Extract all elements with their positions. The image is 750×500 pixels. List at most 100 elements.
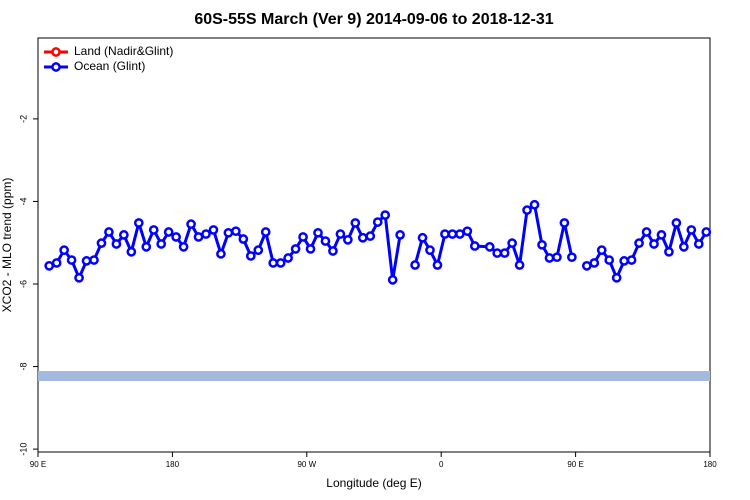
data-point [656, 230, 667, 240]
x-tick-label: 90 E [30, 460, 46, 469]
data-point [305, 244, 316, 254]
data-point [693, 239, 704, 249]
data-point [208, 225, 219, 235]
data-point [432, 260, 443, 270]
x-tick-label: 0 [439, 460, 444, 469]
data-point [537, 239, 547, 250]
data-point [469, 241, 480, 251]
data-point [298, 232, 308, 242]
data-point [492, 248, 503, 258]
y-axis-label: XCO2 - MLO trend (ppm) [0, 178, 14, 313]
data-point [425, 245, 435, 256]
data-point [589, 258, 600, 268]
data-point [335, 229, 346, 239]
legend-marker [51, 62, 61, 72]
data-point [567, 252, 577, 263]
data-point [186, 219, 196, 230]
data-point [484, 242, 495, 252]
data-point [171, 232, 181, 242]
chart-title: 60S-55S March (Ver 9) 2014-09-06 to 2018… [194, 11, 553, 28]
data-point [552, 252, 562, 263]
data-point [320, 236, 331, 246]
data-point [260, 227, 271, 237]
data-point [544, 253, 555, 263]
data-point [679, 242, 689, 252]
data-point [380, 210, 391, 220]
data-point [74, 272, 84, 283]
data-point [231, 226, 241, 237]
data-point [410, 260, 420, 270]
data-point [649, 239, 659, 249]
data-point [686, 225, 697, 235]
data-point [44, 260, 55, 271]
data-point [59, 245, 69, 256]
data-point [89, 255, 99, 265]
data-point [104, 227, 114, 237]
data-point [462, 226, 473, 237]
data-point [522, 205, 532, 215]
data-point [701, 227, 712, 237]
data-point [365, 231, 376, 241]
data-point [395, 230, 405, 240]
data-point [148, 225, 159, 235]
y-tick-label: -8 [18, 363, 28, 371]
data-point [357, 232, 368, 243]
data-point [51, 258, 62, 268]
data-point [664, 246, 674, 257]
data-point [641, 227, 652, 237]
data-point [126, 246, 137, 257]
data-point [350, 218, 361, 228]
data-point [559, 218, 570, 228]
data-point [313, 227, 323, 238]
data-point [253, 245, 264, 256]
data-point [238, 234, 249, 244]
data-point [387, 275, 398, 285]
data-point [216, 249, 226, 259]
data-point [514, 260, 525, 270]
data-point [507, 238, 517, 248]
data-point [119, 230, 129, 240]
data-point [268, 258, 279, 268]
y-tick-label: -10 [18, 443, 28, 456]
data-point [141, 242, 152, 252]
data-point [163, 227, 174, 237]
data-point [328, 246, 338, 256]
data-point [417, 232, 428, 243]
data-point [66, 255, 77, 265]
data-point [529, 199, 540, 210]
data-point [455, 229, 465, 239]
data-point [499, 248, 510, 258]
x-tick-label: 90 E [567, 460, 583, 469]
data-point [440, 229, 450, 239]
data-point [133, 218, 144, 228]
data-point [343, 234, 353, 245]
y-tick-label: -2 [18, 115, 28, 123]
data-point [245, 251, 256, 261]
data-point [611, 272, 622, 283]
data-point [223, 227, 234, 238]
data-point [178, 242, 189, 252]
data-point [626, 255, 637, 265]
data-point [275, 258, 286, 268]
y-tick-label: -4 [18, 197, 28, 205]
legend-marker [51, 47, 61, 57]
data-point [156, 239, 167, 249]
data-point [201, 229, 211, 239]
data-point [96, 238, 107, 248]
x-tick-label: 180 [166, 460, 180, 469]
x-axis-label: Longitude (deg E) [326, 476, 421, 490]
data-point [604, 255, 615, 265]
legend-label: Land (Nadir&Glint) [74, 44, 173, 58]
data-point [283, 253, 293, 263]
data-point [634, 238, 644, 248]
x-tick-label: 180 [703, 460, 717, 469]
x-tick-label: 90 W [297, 460, 316, 469]
data-point [290, 244, 301, 254]
data-point [596, 245, 607, 256]
data-point [372, 217, 383, 227]
data-point [581, 260, 592, 271]
data-point [671, 218, 682, 228]
plot-frame [37, 37, 711, 453]
data-point [447, 229, 458, 239]
